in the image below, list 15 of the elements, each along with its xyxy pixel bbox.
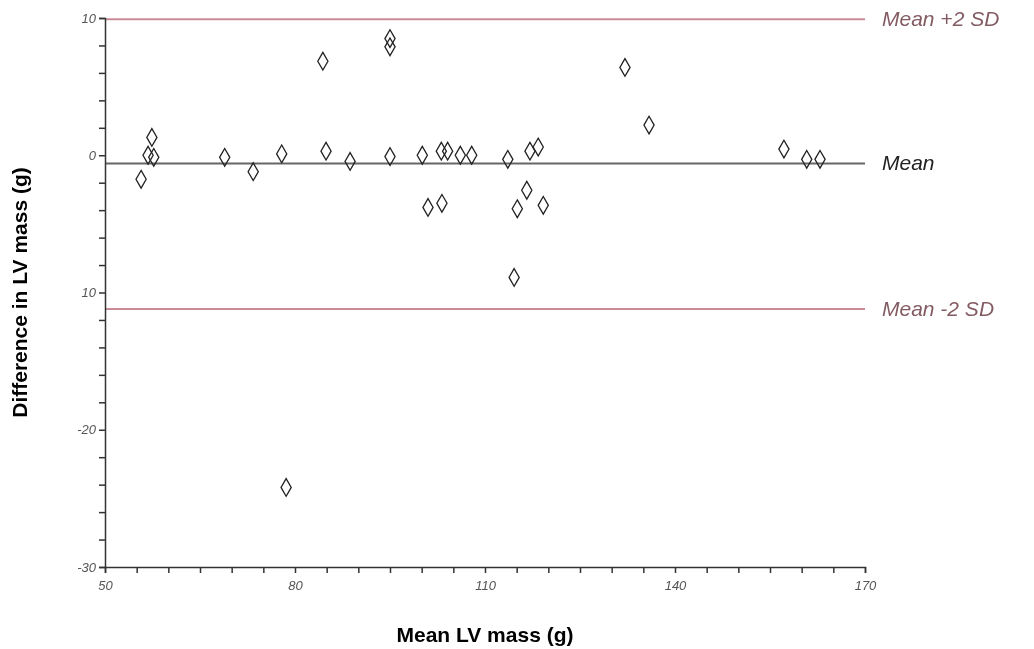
y-tick-label: -30 xyxy=(77,559,97,575)
y-tick-label: 0 xyxy=(88,147,97,163)
y-tick-label: 10 xyxy=(81,10,97,26)
x-axis-title: Mean LV mass (g) xyxy=(396,623,574,646)
ref-line-label: Mean xyxy=(882,151,935,175)
y-tick-label: 10 xyxy=(81,285,97,301)
x-tick-label: 80 xyxy=(288,578,304,594)
x-tick-label: 110 xyxy=(475,578,497,594)
ref-line-label: Mean +2 SD xyxy=(882,7,1000,31)
y-axis-title: Difference in LV mass (g) xyxy=(8,167,31,418)
ref-line-label: Mean -2 SD xyxy=(882,296,995,320)
y-tick-label: -20 xyxy=(77,422,97,438)
x-tick-label: 140 xyxy=(664,578,688,594)
x-tick-label: 50 xyxy=(98,578,114,594)
x-tick-label: 170 xyxy=(854,578,878,594)
